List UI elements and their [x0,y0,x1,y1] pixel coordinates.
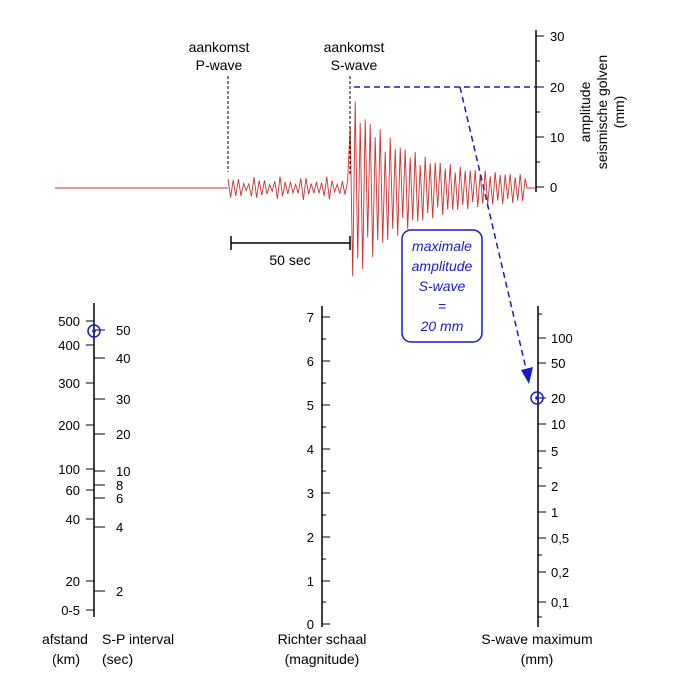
p-arrival-label-line2: P-wave [196,57,243,73]
swave-tick-1: 1 [551,505,558,520]
swave-tick-50: 50 [551,356,565,371]
richter-tick-5: 5 [307,398,314,413]
sp-tick-40: 40 [116,351,130,366]
distance-tick-0-5: 0-5 [61,603,80,618]
swave-marker [530,391,544,405]
sp-tick-6: 6 [116,491,123,506]
distance-tick-300: 300 [58,376,80,391]
sp-tick-30: 30 [116,392,130,407]
richter-tick-7: 7 [307,310,314,325]
duration-label: 50 sec [269,252,310,268]
distance-tick-60: 60 [66,483,80,498]
distance-tick-100: 100 [58,462,80,477]
distance-marker [87,324,101,338]
amplitude-tick-10: 10 [550,130,564,145]
richter-tick-4: 4 [307,442,314,457]
callout-line4: = [438,298,446,314]
sp-axis-title-line2: (sec) [102,651,133,667]
s-arrival-label-line1: aankomst [324,39,385,55]
swave-tick-5: 5 [551,444,558,459]
callout-line1: maximale [412,238,472,254]
sp-tick-4: 4 [116,520,123,535]
amplitude-axis [535,30,544,192]
richter-tick-0: 0 [307,617,314,632]
swave-tick-0-1: 0,1 [551,595,569,610]
richter-tick-1: 1 [307,574,314,589]
swave-tick-0-5: 0,5 [551,531,569,546]
richter-tick-3: 3 [307,486,314,501]
swave-tick-20: 20 [551,391,565,406]
amplitude-axis-title: amplitude seismische golven (mm) [577,55,627,169]
amplitude-tick-30: 30 [550,29,564,44]
amplitude-tick-0: 0 [550,180,557,195]
sp-tick-10: 10 [116,464,130,479]
distance-sp-axis [86,303,105,617]
distance-tick-500: 500 [58,314,80,329]
amplitude-tick-20: 20 [550,80,564,95]
distance-tick-200: 200 [58,418,80,433]
swave-axis-title-line1: S-wave maximum [481,631,592,647]
distance-tick-400: 400 [58,338,80,353]
richter-axis-title-line2: (magnitude) [285,651,360,667]
s-arrival-label-line2: S-wave [331,57,378,73]
sp-tick-2: 2 [116,584,123,599]
swave-tick-2: 2 [551,479,558,494]
richter-tick-2: 2 [307,530,314,545]
swave-tick-10: 10 [551,417,565,432]
swave-maximum-axis [537,306,546,627]
max-amplitude-construction: maximale amplitude S-wave = 20 mm [354,86,536,384]
richter-axis [321,306,330,627]
swave-tick-0-2: 0,2 [551,565,569,580]
richter-axis-title-line1: Richter schaal [278,631,367,647]
projection-dashed-arrow [459,86,528,374]
amplitude-title-line3: (mm) [611,96,627,129]
swave-axis-title-line2: (mm) [521,651,554,667]
callout-box [401,229,483,343]
sp-tick-20: 20 [116,427,130,442]
projection-arrowhead [521,367,533,384]
distance-tick-40: 40 [66,512,80,527]
distance-tick-20: 20 [66,574,80,589]
seismogram-trace [227,101,528,277]
callout-line3: S-wave [419,278,466,294]
distance-axis-title-line2: (km) [52,651,80,667]
sp-tick-50: 50 [116,323,130,338]
distance-axis-title-line1: afstand [42,631,88,647]
sp-axis-title-line1: S-P interval [102,631,174,647]
duration-scale-bar [230,236,351,250]
p-arrival-label-line1: aankomst [189,39,250,55]
callout-line2: amplitude [412,258,473,274]
sp-tick-8: 8 [116,478,123,493]
amplitude-title-line2: seismische golven [594,55,610,169]
callout-line5: 20 mm [420,318,464,334]
seismogram: aankomst P-wave aankomst S-wave 50 sec 0… [55,29,627,277]
swave-tick-100: 100 [551,331,573,346]
richter-tick-6: 6 [307,354,314,369]
amplitude-title-line1: amplitude [577,81,593,142]
